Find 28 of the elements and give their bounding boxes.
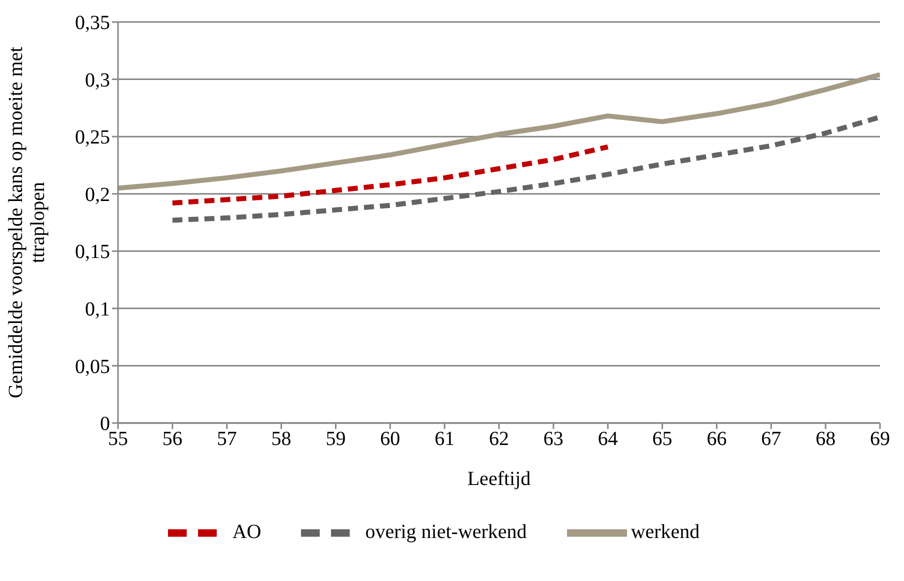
x-tick-label: 62 [489,428,509,450]
y-tick-label: 0,1 [85,298,110,321]
legend-label: overig niet-werkend [365,520,527,543]
legend-label: werkend [630,520,700,543]
y-tick-label: 0,35 [75,12,110,34]
x-tick-label: 68 [816,428,836,450]
x-tick-label: 56 [162,428,182,450]
x-axis-title: Leeftijd [467,468,531,490]
y-tick-label: 0 [100,413,110,436]
y-tick-label: 0,25 [75,126,110,149]
y-axis-title: Gemiddelde voorspelde kans op moeite met ttraplopen [5,46,49,398]
legend-label: AO [232,520,262,543]
x-tick-label: 64 [598,428,618,450]
y-tick-label: 0,3 [85,69,110,92]
y-tick-label: 0,2 [85,184,110,206]
x-tick-label: 60 [380,428,400,450]
y-tick-label: 0,15 [75,241,110,264]
x-tick-label: 57 [216,428,237,450]
y-tick-label: 0,05 [75,356,110,378]
x-tick-label: 66 [706,428,727,450]
x-tick-label: 65 [652,428,672,450]
x-tick-label: 55 [108,428,128,450]
x-tick-label: 61 [434,428,455,450]
x-tick-label: 63 [543,428,564,450]
x-tick-label: 67 [761,428,782,450]
x-tick-label: 58 [271,428,292,450]
x-tick-label: 59 [326,428,346,450]
x-tick-label: 69 [870,428,890,450]
